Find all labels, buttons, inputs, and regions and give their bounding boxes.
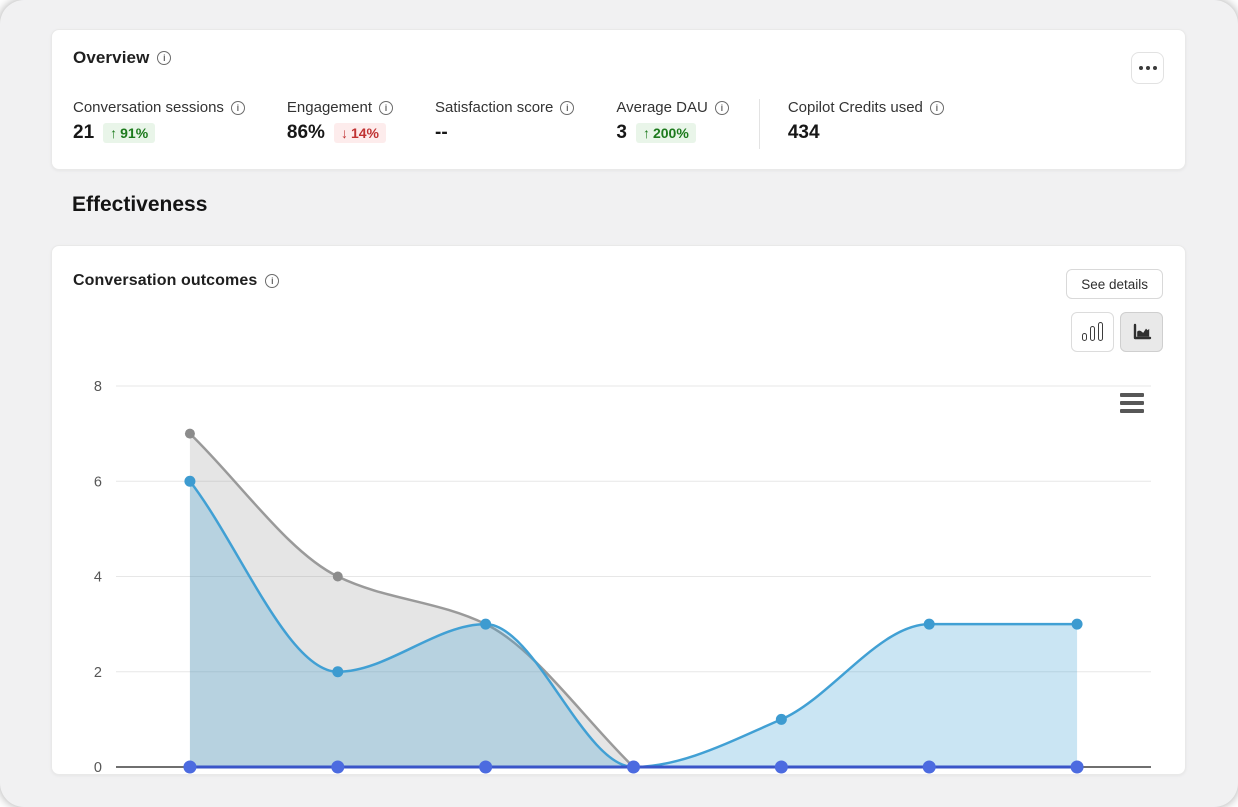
metric-conversation-sessions: Conversation sessions 21 ↑ 91% [73,99,245,144]
metric-average-dau: Average DAU 3 ↑ 200% [616,99,729,144]
metric-satisfaction-score: Satisfaction score -- [435,99,575,144]
info-icon[interactable] [379,100,393,115]
metric-label: Conversation sessions [73,99,224,116]
svg-text:0: 0 [94,760,102,776]
chart-type-toggle [1071,312,1163,352]
metric-label: Engagement [286,99,372,116]
metric-label: Average DAU [616,99,708,116]
conversation-outcomes-chart[interactable]: 0 2 4 6 8 [52,361,1187,791]
svg-text:2: 2 [94,665,102,681]
svg-text:8: 8 [94,379,102,395]
conversation-outcomes-card: Conversation outcomes See details 0 2 4 6 8 [51,245,1186,776]
area-chart-icon [1133,323,1151,340]
conversation-outcomes-title: Conversation outcomes [73,272,258,289]
overview-title: Overview [73,48,150,67]
info-icon[interactable] [929,100,944,115]
info-icon[interactable] [265,274,280,288]
overview-metrics-row: Conversation sessions 21 ↑ 91% Engagemen… [73,99,986,149]
metric-label: Copilot Credits used [787,99,923,116]
metric-value: -- [435,122,448,143]
metric-value: 434 [787,122,820,143]
delta-value: 91% [120,125,149,141]
more-options-button[interactable] [1131,52,1164,84]
metric-engagement: Engagement 86% ↓ 14% [287,99,393,144]
svg-text:6: 6 [94,474,102,490]
delta-value: 200% [652,125,689,141]
info-icon[interactable] [714,100,729,115]
metric-value: 21 [73,122,95,143]
see-details-button[interactable]: See details [1066,269,1163,299]
metric-value: 3 [616,122,627,143]
chart-context-menu-button[interactable] [1119,392,1145,414]
overview-card: Overview Conversation sessions 21 ↑ 91% [51,29,1186,170]
delta-value: 14% [350,125,379,141]
arrow-up-icon: ↑ [110,125,118,141]
metric-value: 86% [286,122,325,143]
delta-badge: ↓ 14% [333,123,386,143]
arrow-down-icon: ↓ [340,125,348,141]
info-icon[interactable] [560,100,575,115]
delta-badge: ↑ 91% [103,123,156,143]
bar-chart-toggle-button[interactable] [1071,312,1114,352]
metric-divider [758,99,760,149]
metric-label: Satisfaction score [435,99,554,116]
info-icon[interactable] [157,51,172,65]
delta-badge: ↑ 200% [635,123,696,143]
area-chart-toggle-button[interactable] [1120,312,1163,352]
effectiveness-heading: Effectiveness [72,193,208,216]
arrow-up-icon: ↑ [642,125,650,141]
bar-chart-icon [1081,322,1104,341]
chart-canvas[interactable]: 0 2 4 6 8 [52,361,1187,791]
metric-copilot-credits: Copilot Credits used 434 [788,99,944,144]
info-icon[interactable] [230,100,245,115]
svg-text:4: 4 [94,570,102,586]
